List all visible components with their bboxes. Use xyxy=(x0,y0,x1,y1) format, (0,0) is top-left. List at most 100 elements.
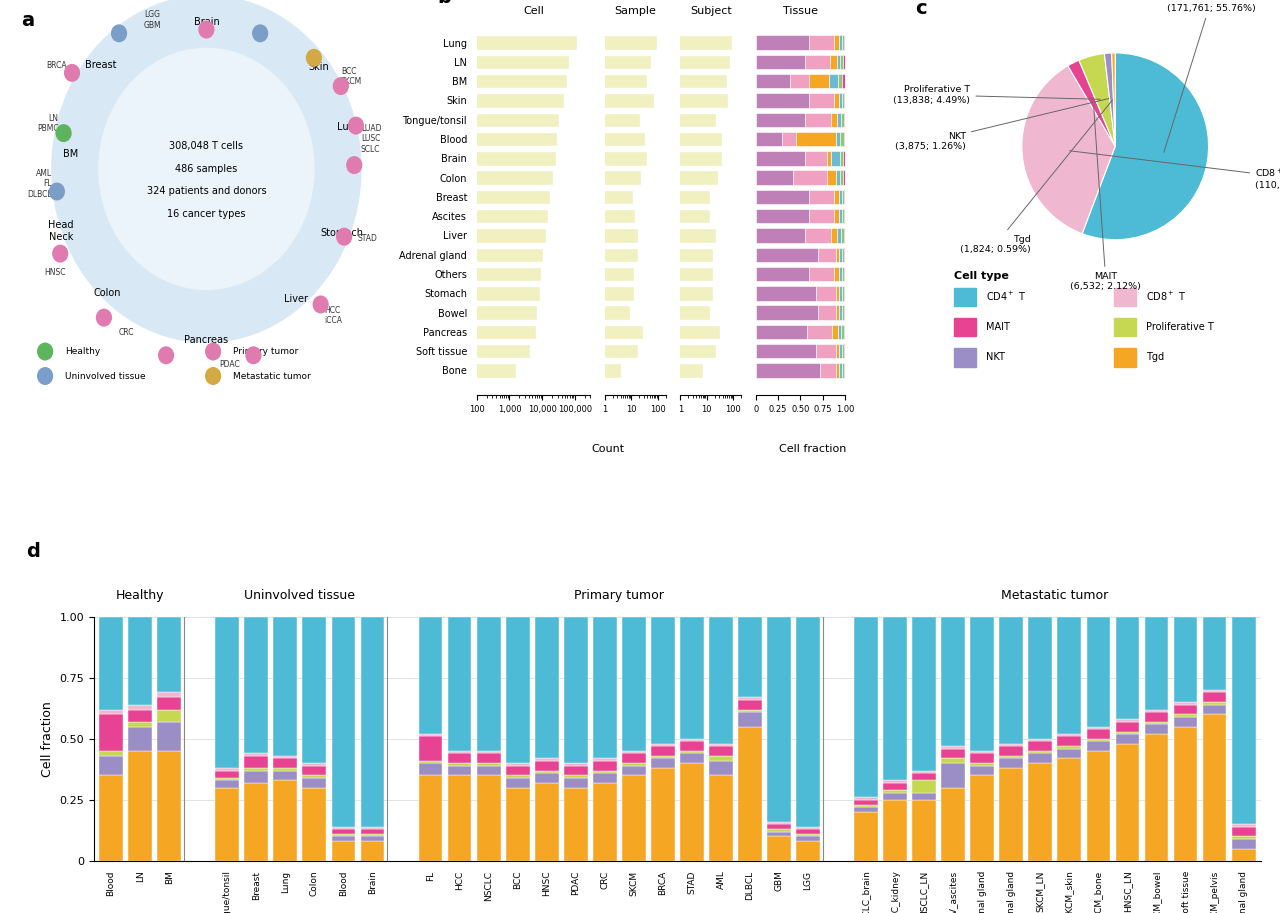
Bar xyxy=(837,228,841,243)
Bar xyxy=(840,286,842,300)
Text: Tgd: Tgd xyxy=(1146,352,1164,362)
Circle shape xyxy=(246,347,261,363)
Text: LUAD
LUSC
SCLC: LUAD LUSC SCLC xyxy=(361,124,381,153)
Text: Head
Neck: Head Neck xyxy=(49,220,74,242)
Bar xyxy=(827,151,832,165)
Bar xyxy=(837,325,841,339)
Text: NKT: NKT xyxy=(986,352,1005,362)
Bar xyxy=(0,74,727,89)
Bar xyxy=(840,247,842,262)
Bar xyxy=(805,55,829,69)
Circle shape xyxy=(198,21,214,37)
Title: Tissue: Tissue xyxy=(782,6,818,16)
Bar xyxy=(0,131,645,146)
Text: HNSC: HNSC xyxy=(44,268,65,277)
Bar xyxy=(796,131,836,146)
Text: LGG
GBM: LGG GBM xyxy=(143,10,161,30)
Bar xyxy=(808,325,832,339)
Bar xyxy=(0,325,643,339)
Text: 324 patients and donors: 324 patients and donors xyxy=(147,186,266,196)
Bar xyxy=(954,318,977,337)
Bar xyxy=(755,36,809,50)
Text: Pancreas: Pancreas xyxy=(184,335,228,345)
Bar xyxy=(842,286,844,300)
Text: Colon: Colon xyxy=(93,289,120,299)
Bar xyxy=(0,190,634,205)
Bar xyxy=(0,112,716,127)
Bar xyxy=(0,93,728,108)
Bar xyxy=(755,151,805,165)
Bar xyxy=(0,363,703,378)
Bar xyxy=(836,305,840,320)
Bar xyxy=(755,344,817,359)
Text: Breast: Breast xyxy=(84,60,116,70)
Text: AML
FL
DLBCL: AML FL DLBCL xyxy=(27,169,51,199)
Text: c: c xyxy=(915,0,927,18)
Bar xyxy=(841,112,844,127)
Bar xyxy=(844,55,845,69)
Bar xyxy=(0,112,558,127)
Text: Lung: Lung xyxy=(338,122,361,132)
Bar xyxy=(0,286,540,300)
Bar xyxy=(755,267,809,281)
Bar xyxy=(755,190,809,205)
Bar xyxy=(809,190,835,205)
Bar xyxy=(954,348,977,367)
Bar xyxy=(0,74,567,89)
Bar xyxy=(838,209,842,224)
Bar xyxy=(0,344,530,359)
Bar xyxy=(842,36,844,50)
Bar xyxy=(0,267,635,281)
Bar xyxy=(1114,318,1137,337)
Bar xyxy=(0,171,553,184)
Bar xyxy=(755,363,819,378)
Text: d: d xyxy=(26,542,40,561)
Bar xyxy=(836,247,840,262)
Bar xyxy=(829,55,837,69)
Circle shape xyxy=(337,228,352,245)
Bar xyxy=(0,344,716,359)
Bar xyxy=(837,74,842,89)
Bar xyxy=(836,131,841,146)
Bar xyxy=(0,36,657,50)
Text: CD4$^+$ T: CD4$^+$ T xyxy=(986,290,1027,303)
Bar xyxy=(842,344,844,359)
Bar xyxy=(0,228,716,243)
Bar xyxy=(809,267,835,281)
Bar xyxy=(0,190,709,205)
Bar xyxy=(832,325,837,339)
Bar xyxy=(0,228,545,243)
Circle shape xyxy=(52,0,361,342)
Bar xyxy=(0,286,635,300)
Text: Healthy: Healthy xyxy=(65,347,101,356)
Bar xyxy=(0,112,640,127)
Bar xyxy=(0,286,713,300)
Text: Stomach: Stomach xyxy=(320,228,364,238)
Bar xyxy=(0,325,536,339)
Bar xyxy=(838,93,842,108)
Bar xyxy=(790,74,809,89)
Bar xyxy=(835,267,838,281)
Bar xyxy=(838,267,842,281)
Circle shape xyxy=(64,65,79,81)
Text: BRCA: BRCA xyxy=(46,61,67,69)
Circle shape xyxy=(56,125,70,142)
Text: Skin: Skin xyxy=(308,62,329,72)
Bar xyxy=(954,288,977,307)
Bar xyxy=(0,131,722,146)
Bar xyxy=(0,36,577,50)
Bar xyxy=(836,171,841,184)
Text: Brain: Brain xyxy=(193,17,219,27)
Bar xyxy=(0,151,556,165)
Circle shape xyxy=(333,78,348,94)
Circle shape xyxy=(347,157,362,173)
Text: STAD: STAD xyxy=(357,234,378,243)
Bar xyxy=(0,363,516,378)
Bar xyxy=(0,363,621,378)
Bar xyxy=(842,190,844,205)
Text: HCC
iCCA: HCC iCCA xyxy=(324,306,342,325)
Circle shape xyxy=(306,49,321,66)
Bar xyxy=(0,131,557,146)
Bar xyxy=(832,151,841,165)
Text: Metastatic tumor: Metastatic tumor xyxy=(233,372,311,381)
